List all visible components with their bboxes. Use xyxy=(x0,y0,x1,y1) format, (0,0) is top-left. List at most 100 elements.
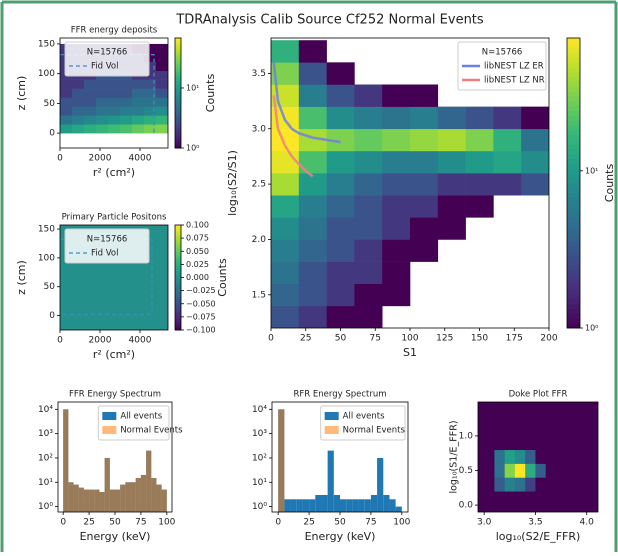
heatmap-cell xyxy=(382,195,411,218)
heatmap-cell xyxy=(144,115,157,125)
colorbar-step xyxy=(567,294,580,300)
heatmap-cell xyxy=(96,106,109,116)
histogram-bar xyxy=(383,495,390,512)
heatmap-cell xyxy=(326,84,355,107)
colorbar-step xyxy=(175,87,181,90)
histogram-bar xyxy=(135,478,141,512)
colorbar-step xyxy=(175,309,181,312)
colorbar-step xyxy=(175,49,181,52)
y-tick-label: 100 xyxy=(38,69,55,79)
heatmap-cell xyxy=(382,84,411,107)
heatmap-cell xyxy=(465,150,494,174)
heatmap-cell xyxy=(465,128,494,152)
heatmap-cell xyxy=(144,79,157,89)
histogram-bar xyxy=(161,489,167,512)
heatmap-cell xyxy=(354,305,383,328)
x-axis-label: r² (cm²) xyxy=(93,348,135,361)
heatmap-cell xyxy=(484,477,495,492)
heatmap-cell xyxy=(410,195,439,218)
heatmap-cell xyxy=(144,52,157,63)
colorbar-step xyxy=(175,281,181,284)
heatmap-cell xyxy=(84,124,97,134)
colorbar-step xyxy=(175,247,181,250)
heatmap-cell xyxy=(156,115,168,125)
histogram-bar xyxy=(68,482,74,512)
colorbar-step xyxy=(175,232,181,235)
heatmap-cell xyxy=(132,97,145,107)
heatmap-cell xyxy=(410,150,439,174)
heatmap-cell xyxy=(84,97,97,107)
colorbar-step xyxy=(567,231,580,237)
colorbar-step xyxy=(567,323,580,329)
legend-label: libNEST LZ ER xyxy=(484,62,544,72)
heatmap-cell xyxy=(298,106,327,130)
series-line xyxy=(272,95,314,178)
colorbar-tick-label: 10⁰ xyxy=(186,144,199,153)
heatmap-cell xyxy=(493,106,522,130)
heatmap-cell xyxy=(494,463,505,478)
colorbar-step xyxy=(175,237,181,240)
heatmap-cell xyxy=(535,463,546,478)
histogram-bar xyxy=(140,474,147,512)
heatmap-cell xyxy=(437,106,466,130)
colorbar-step xyxy=(175,249,181,252)
legend-label: All events xyxy=(120,412,162,422)
heatmap-cell xyxy=(60,79,73,89)
heatmap-cell xyxy=(354,195,383,218)
colorbar-step xyxy=(567,154,580,160)
y-axis-label: z (cm) xyxy=(15,260,28,295)
axes-frame xyxy=(59,224,169,331)
heatmap-cell xyxy=(514,477,526,492)
plot-area xyxy=(478,402,598,512)
heatmap-cell xyxy=(521,150,549,174)
x-tick-label: 0 xyxy=(268,334,274,344)
colorbar-step xyxy=(175,263,181,266)
colorbar-step xyxy=(175,85,181,88)
heatmap-cell xyxy=(60,115,73,125)
colorbar-step xyxy=(175,69,181,72)
histogram-bar xyxy=(352,499,359,512)
histogram-bar xyxy=(125,482,131,512)
colorbar-step xyxy=(567,86,580,92)
histogram-bar xyxy=(130,482,136,512)
heatmap-cell xyxy=(271,261,300,285)
heatmap-cell xyxy=(271,239,300,262)
colorbar-step xyxy=(567,245,580,252)
heatmap-cell xyxy=(120,124,133,134)
legend-label: Normal Events xyxy=(120,426,183,436)
heatmap-cell xyxy=(504,477,516,492)
heatmap-cell xyxy=(545,449,557,464)
y-tick-label: 2.0 xyxy=(252,235,267,245)
legend-title: N=15766 xyxy=(87,48,128,58)
colorbar-tick-label: 10⁰ xyxy=(585,324,598,333)
legend-swatch xyxy=(102,426,117,434)
colorbar-step xyxy=(175,100,181,103)
colorbar-step xyxy=(567,265,580,271)
colorbar-step xyxy=(567,120,580,126)
heatmap-cell xyxy=(60,88,73,98)
colorbar-step xyxy=(567,149,580,155)
colorbar-step xyxy=(175,104,181,107)
x-tick-label: 75 xyxy=(365,518,376,528)
heatmap-cell xyxy=(72,79,85,89)
heatmap-cell xyxy=(525,463,536,478)
heatmap-cell xyxy=(494,435,505,451)
colorbar-step xyxy=(175,326,181,329)
heatmap-cell xyxy=(354,239,383,262)
heatmap-cell xyxy=(326,195,355,218)
colorbar-step xyxy=(175,98,181,101)
legend-box xyxy=(457,41,547,91)
colorbar-tick-label: 0.100 xyxy=(186,221,209,230)
colorbar-step xyxy=(567,134,580,140)
y-tick-label: 10² xyxy=(38,453,53,463)
colorbar-step xyxy=(567,38,580,44)
heatmap-cell xyxy=(326,261,355,285)
colorbar-step xyxy=(175,109,181,112)
colorbar-step xyxy=(175,142,181,145)
y-tick-label: 10⁴ xyxy=(38,405,53,415)
colorbar-step xyxy=(175,316,181,319)
heatmap-cell xyxy=(271,217,300,240)
heatmap-cell xyxy=(120,115,133,125)
heatmap-cell xyxy=(494,477,505,492)
heatmap-cell xyxy=(108,124,121,134)
